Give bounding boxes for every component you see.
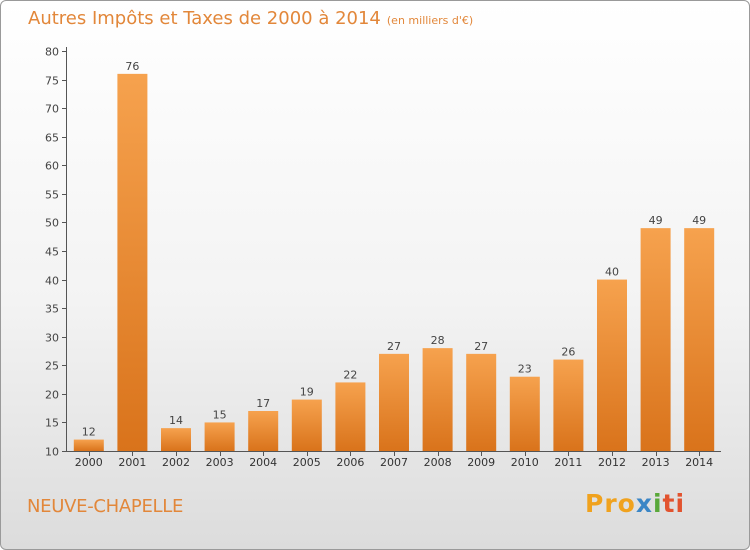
x-tick-label: 2004 bbox=[249, 456, 277, 469]
y-tick-label: 75 bbox=[45, 75, 59, 88]
x-tick-label: 2003 bbox=[206, 456, 234, 469]
y-tick-label: 30 bbox=[45, 332, 59, 345]
data-label: 19 bbox=[300, 386, 314, 399]
x-tick-label: 2007 bbox=[380, 456, 408, 469]
bar bbox=[161, 428, 191, 451]
x-tick-label: 2010 bbox=[511, 456, 539, 469]
y-tick-label: 50 bbox=[45, 217, 59, 230]
chart-title: Autres Impôts et Taxes de 2000 à 2014 bbox=[28, 8, 381, 29]
x-tick-label: 2006 bbox=[336, 456, 364, 469]
commune-name: NEUVE-CHAPELLE bbox=[27, 496, 184, 517]
x-tick-label: 2012 bbox=[598, 456, 626, 469]
y-tick-label: 25 bbox=[45, 360, 59, 373]
logo-part-3: i bbox=[652, 489, 663, 518]
bar bbox=[640, 228, 671, 451]
bar bbox=[509, 376, 540, 451]
data-label: 22 bbox=[343, 368, 357, 381]
y-tick-label: 40 bbox=[45, 275, 59, 288]
data-label: 27 bbox=[387, 340, 401, 353]
x-tick-label: 2005 bbox=[293, 456, 321, 469]
x-tick-label: 2008 bbox=[424, 456, 452, 469]
data-label: 12 bbox=[82, 426, 96, 439]
y-tick-label: 35 bbox=[45, 303, 59, 316]
logo-part-2: x bbox=[635, 489, 653, 518]
bar bbox=[291, 399, 322, 451]
y-tick-label: 65 bbox=[45, 132, 59, 145]
bar bbox=[684, 228, 715, 451]
data-label: 76 bbox=[125, 60, 139, 73]
chart-subtitle: (en milliers d'€) bbox=[386, 14, 474, 27]
bar bbox=[597, 279, 627, 451]
y-tick-label: 45 bbox=[45, 246, 59, 259]
data-label: 23 bbox=[518, 363, 532, 376]
x-tick-label: 2014 bbox=[685, 456, 713, 469]
y-tick-label: 55 bbox=[45, 189, 59, 202]
data-label: 27 bbox=[474, 340, 488, 353]
y-tick-label: 80 bbox=[45, 46, 59, 59]
data-label: 49 bbox=[692, 214, 706, 227]
x-tick-label: 2013 bbox=[642, 456, 670, 469]
data-label: 14 bbox=[169, 414, 183, 427]
x-tick-label: 2009 bbox=[467, 456, 495, 469]
bar bbox=[248, 411, 279, 451]
x-tick-label: 2001 bbox=[118, 456, 146, 469]
bar bbox=[204, 422, 235, 451]
bar bbox=[553, 359, 584, 451]
data-label: 17 bbox=[256, 397, 270, 410]
y-tick-label: 10 bbox=[45, 446, 59, 459]
data-label: 40 bbox=[605, 266, 619, 279]
data-label: 28 bbox=[431, 334, 445, 347]
bar bbox=[379, 353, 409, 451]
data-label: 15 bbox=[213, 408, 227, 421]
x-tick-label: 2002 bbox=[162, 456, 190, 469]
logo-part-1: Pro bbox=[585, 489, 636, 518]
bar bbox=[117, 73, 148, 451]
y-tick-label: 20 bbox=[45, 389, 59, 402]
bar bbox=[335, 382, 366, 451]
y-tick-label: 70 bbox=[45, 103, 59, 116]
x-tick-label: 2000 bbox=[75, 456, 103, 469]
chart-axes: 10 15 20 25 30 35 40 45 50 55 60 65 70 75 80 bbox=[45, 46, 721, 459]
y-tick-label: 60 bbox=[45, 160, 59, 173]
data-label: 49 bbox=[649, 214, 663, 227]
bar bbox=[422, 348, 453, 451]
proxiti-logo: Proxiti bbox=[585, 489, 685, 518]
bar bbox=[73, 439, 104, 451]
chart-labels: 2000 12 2001 76 2002 14 2003 15 2004 17 2005 19 2006… bbox=[75, 60, 713, 469]
y-tick-label: 15 bbox=[45, 417, 59, 430]
chart-bars bbox=[73, 73, 715, 451]
data-label: 26 bbox=[561, 346, 575, 359]
chart-header: Autres Impôts et Taxes de 2000 à 2014 (en… bbox=[28, 8, 473, 29]
logo-part-4: ti bbox=[662, 489, 686, 518]
x-tick-label: 2011 bbox=[554, 456, 582, 469]
bar bbox=[466, 353, 497, 451]
